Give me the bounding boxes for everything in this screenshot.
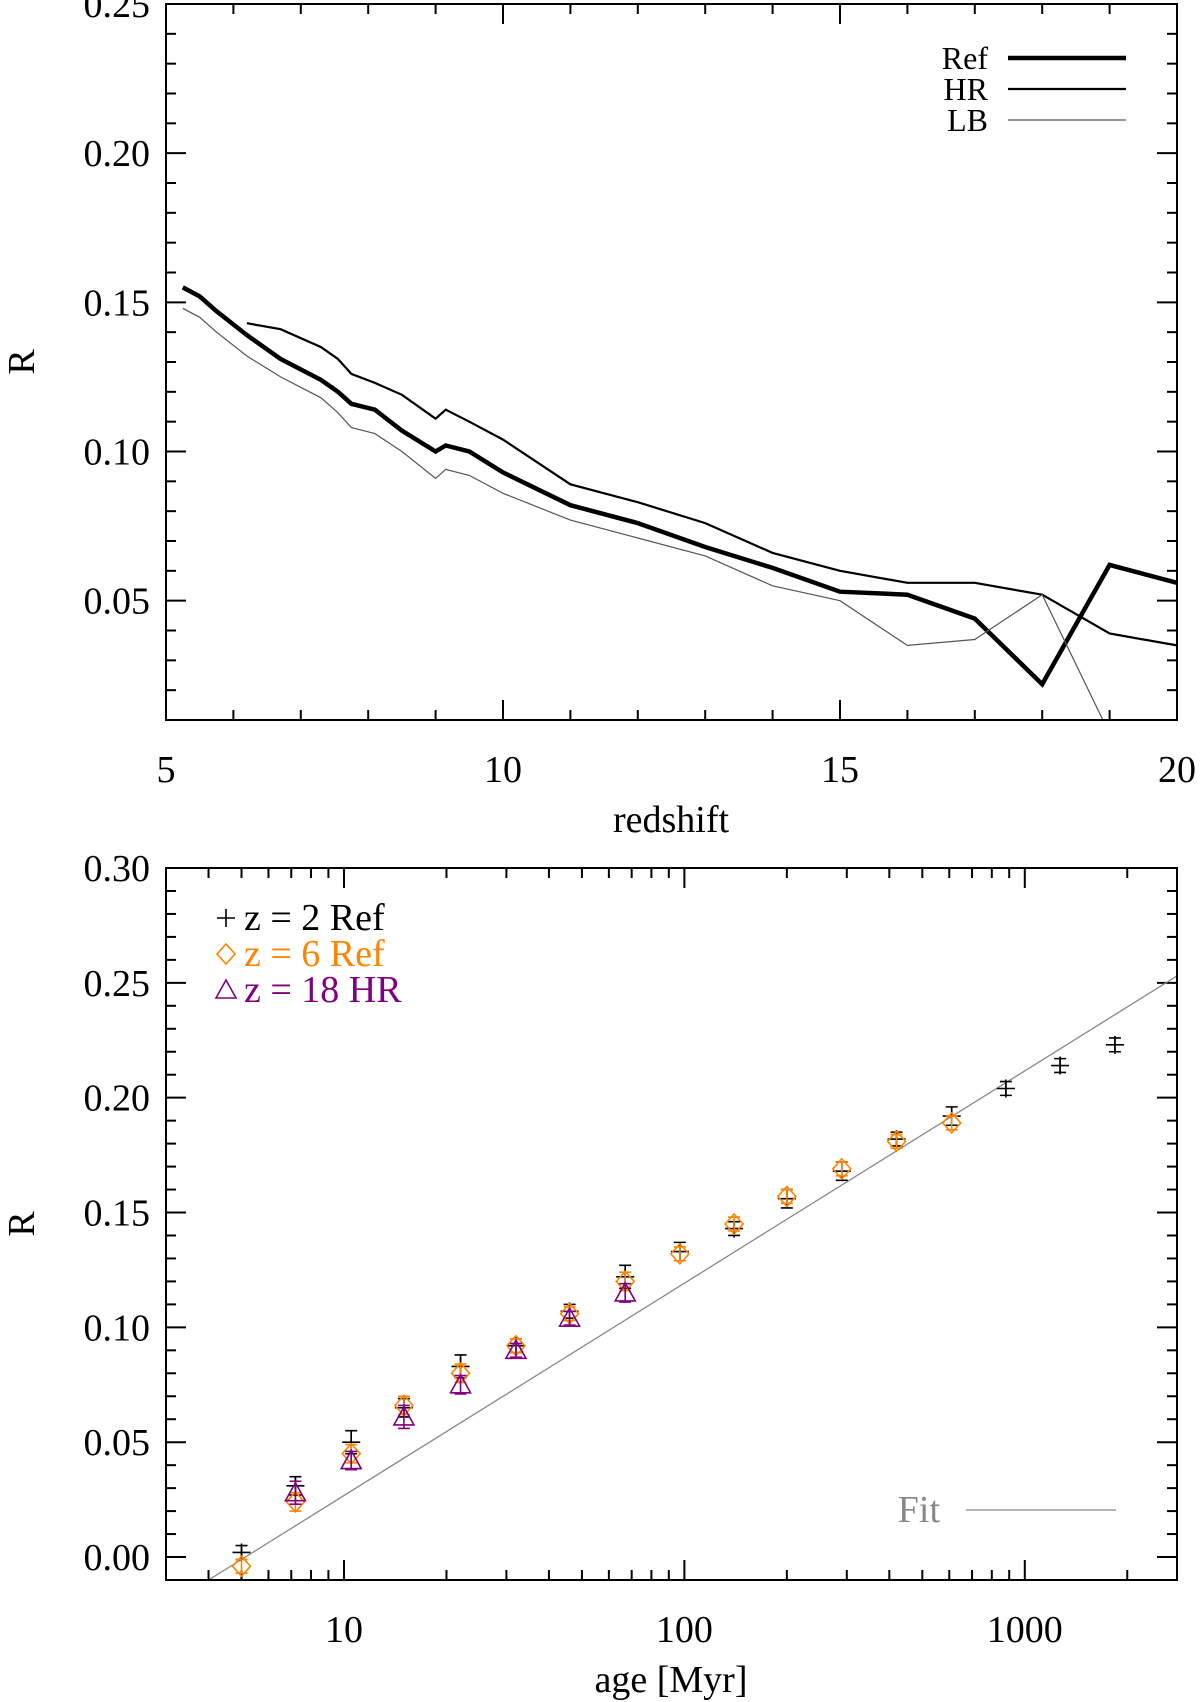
point-z-6-ref: [941, 1111, 962, 1135]
point-z-18-hr: [284, 1481, 307, 1502]
x-tick-label: 20: [1158, 749, 1196, 791]
point-z-2-ref: [232, 1543, 251, 1562]
legend-label-lb: LB: [947, 102, 988, 138]
age-chart-ylabel: R: [1, 1211, 43, 1237]
errorbar-z-18-hr: [509, 1342, 522, 1359]
y-tick-label: 0.15: [84, 1193, 151, 1235]
age-chart-fit: [208, 975, 1177, 1580]
legend-label-z-6-ref: z = 6 Ref: [244, 933, 385, 975]
x-tick-label: 5: [157, 749, 176, 791]
y-tick-label: 0.05: [84, 581, 151, 623]
point-z-6-ref: [831, 1157, 852, 1181]
y-tick-label: 0.10: [84, 1307, 151, 1349]
errorbar-z-6-ref: [673, 1246, 686, 1262]
x-tick-label: 10: [484, 749, 522, 791]
y-tick-label: 0.15: [84, 282, 151, 324]
legend-marker-z-2-ref: [217, 909, 235, 927]
series-line-ref: [181, 285, 1177, 688]
errorbar-z-6-ref: [728, 1216, 741, 1232]
point-z-18-hr: [449, 1373, 472, 1394]
errorbar-z-6-ref: [235, 1558, 248, 1574]
redshift-chart-xlabel: redshift: [613, 799, 730, 841]
y-tick-label: 0.30: [84, 848, 151, 890]
errorbar-z-6-ref: [890, 1133, 903, 1150]
errorbar-z-6-ref: [835, 1161, 848, 1177]
age-chart: 10 100 1000 0.00 0.05 0.10 0.15 0.20 0.25 0.30 ag…: [1, 848, 1178, 1701]
legend-label-hr: HR: [944, 71, 989, 107]
legend-label-z-2-ref: z = 2 Ref: [244, 897, 385, 939]
x-tick-label: 1000: [987, 1609, 1063, 1651]
legend-marker-z-18-hr: [214, 978, 238, 999]
x-tick-label: 100: [656, 1609, 713, 1651]
age-chart-xlabel: age [Myr]: [595, 1659, 748, 1701]
errorbar-z-6-ref: [945, 1115, 958, 1131]
fit-line: [208, 975, 1177, 1580]
point-z-6-ref: [231, 1555, 252, 1578]
legend-marker-z-6-ref: [215, 942, 237, 966]
legend-label-z-18-hr: z = 18 HR: [244, 969, 402, 1011]
y-tick-label: 0.25: [84, 0, 151, 26]
y-tick-label: 0.20: [84, 133, 151, 175]
age-chart-frame: [165, 867, 1178, 1581]
y-tick-label: 0.05: [84, 1422, 151, 1464]
point-z-2-ref: [996, 1079, 1015, 1098]
redshift-chart: 5 10 15 20 0.05 0.10 0.15 0.20 0.25 redshift R R…: [1, 0, 1196, 841]
point-z-18-hr: [339, 1448, 363, 1470]
legend-label-ref: Ref: [942, 40, 989, 76]
point-z-2-ref: [1051, 1056, 1070, 1075]
x-tick-label: 10: [325, 1609, 363, 1651]
point-z-18-hr: [392, 1405, 416, 1426]
point-z-6-ref: [669, 1242, 690, 1266]
point-z-18-hr: [613, 1281, 637, 1302]
series-line-lb: [182, 307, 1104, 720]
errorbar-z-6-ref: [780, 1188, 793, 1205]
x-tick-label: 15: [821, 749, 859, 791]
series-line-hr: [246, 322, 1177, 647]
point-z-6-ref: [285, 1490, 306, 1514]
point-z-18-hr: [504, 1338, 528, 1360]
age-chart-points: [231, 1035, 1124, 1578]
y-tick-label: 0.25: [84, 963, 151, 1005]
point-z-18-hr: [558, 1306, 581, 1327]
age-chart-ticks: 10 100 1000 0.00 0.05 0.10 0.15 0.20 0.25 0.30: [84, 848, 1177, 1651]
y-tick-label: 0.00: [84, 1537, 151, 1579]
redshift-chart-frame: [165, 3, 1178, 721]
redshift-chart-ticks: 5 10 15 20 0.05 0.10 0.15 0.20 0.25: [84, 0, 1197, 791]
point-z-6-ref: [724, 1212, 745, 1236]
redshift-chart-series: [181, 285, 1177, 720]
errorbar-z-18-hr: [563, 1310, 576, 1326]
legend-label-fit: Fit: [898, 1489, 941, 1531]
point-z-6-ref: [886, 1130, 907, 1153]
redshift-chart-ylabel: R: [1, 349, 43, 375]
y-tick-label: 0.10: [84, 432, 151, 474]
y-tick-label: 0.20: [84, 1078, 151, 1120]
point-z-6-ref: [776, 1185, 797, 1208]
point-z-2-ref: [1105, 1035, 1124, 1054]
